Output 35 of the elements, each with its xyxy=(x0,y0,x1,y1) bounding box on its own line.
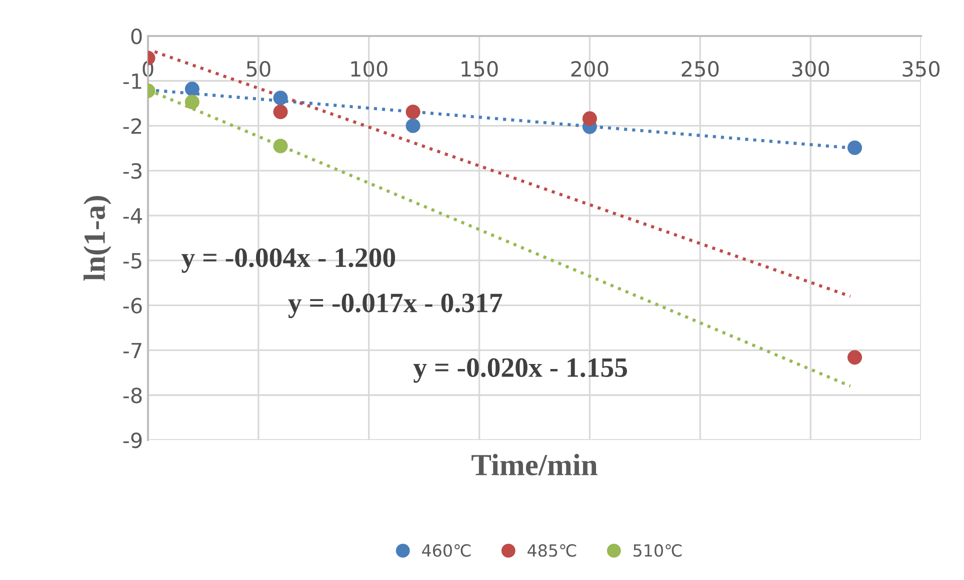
x-tick-label: 200 xyxy=(571,61,608,77)
legend-label: 460℃ xyxy=(422,544,471,557)
x-tick-label: 300 xyxy=(792,61,830,77)
y-tick-label: -2 xyxy=(123,118,142,134)
point xyxy=(582,111,597,126)
x-axis-title: Time/min xyxy=(472,454,598,476)
x-tick-label: 150 xyxy=(462,61,498,77)
y-tick-label: 0 xyxy=(131,28,142,44)
point xyxy=(184,82,200,96)
point xyxy=(273,104,288,120)
point xyxy=(273,138,288,154)
annotation: y = -0.020x - 1.155 xyxy=(413,358,628,383)
legend-label: 485℃ xyxy=(528,544,576,557)
point xyxy=(184,94,200,110)
y-tick-label: -8 xyxy=(123,388,142,404)
y-axis-title: ln(1-a) xyxy=(84,196,112,281)
x-tick-label: 100 xyxy=(351,61,388,77)
annotation: y = -0.017x - 0.317 xyxy=(288,294,502,318)
y-tick-label: -3 xyxy=(123,163,142,179)
y-tick-label: -9 xyxy=(123,432,142,448)
x-tick-label: 350 xyxy=(902,61,940,77)
legend-label: 510℃ xyxy=(634,544,682,557)
point xyxy=(406,104,420,120)
y-tick-label: -4 xyxy=(123,208,142,224)
point xyxy=(847,350,862,365)
x-tick-label: 50 xyxy=(246,61,270,77)
annotation: y = -0.004x - 1.200 xyxy=(182,248,396,273)
y-tick-label: -7 xyxy=(123,342,142,358)
point xyxy=(847,140,862,156)
point xyxy=(273,90,288,106)
y-tick-label: -1 xyxy=(123,74,142,89)
x-tick-label: 250 xyxy=(682,61,719,77)
y-tick-label: -6 xyxy=(123,298,142,314)
point xyxy=(406,118,420,134)
y-tick-label: -5 xyxy=(123,253,142,269)
